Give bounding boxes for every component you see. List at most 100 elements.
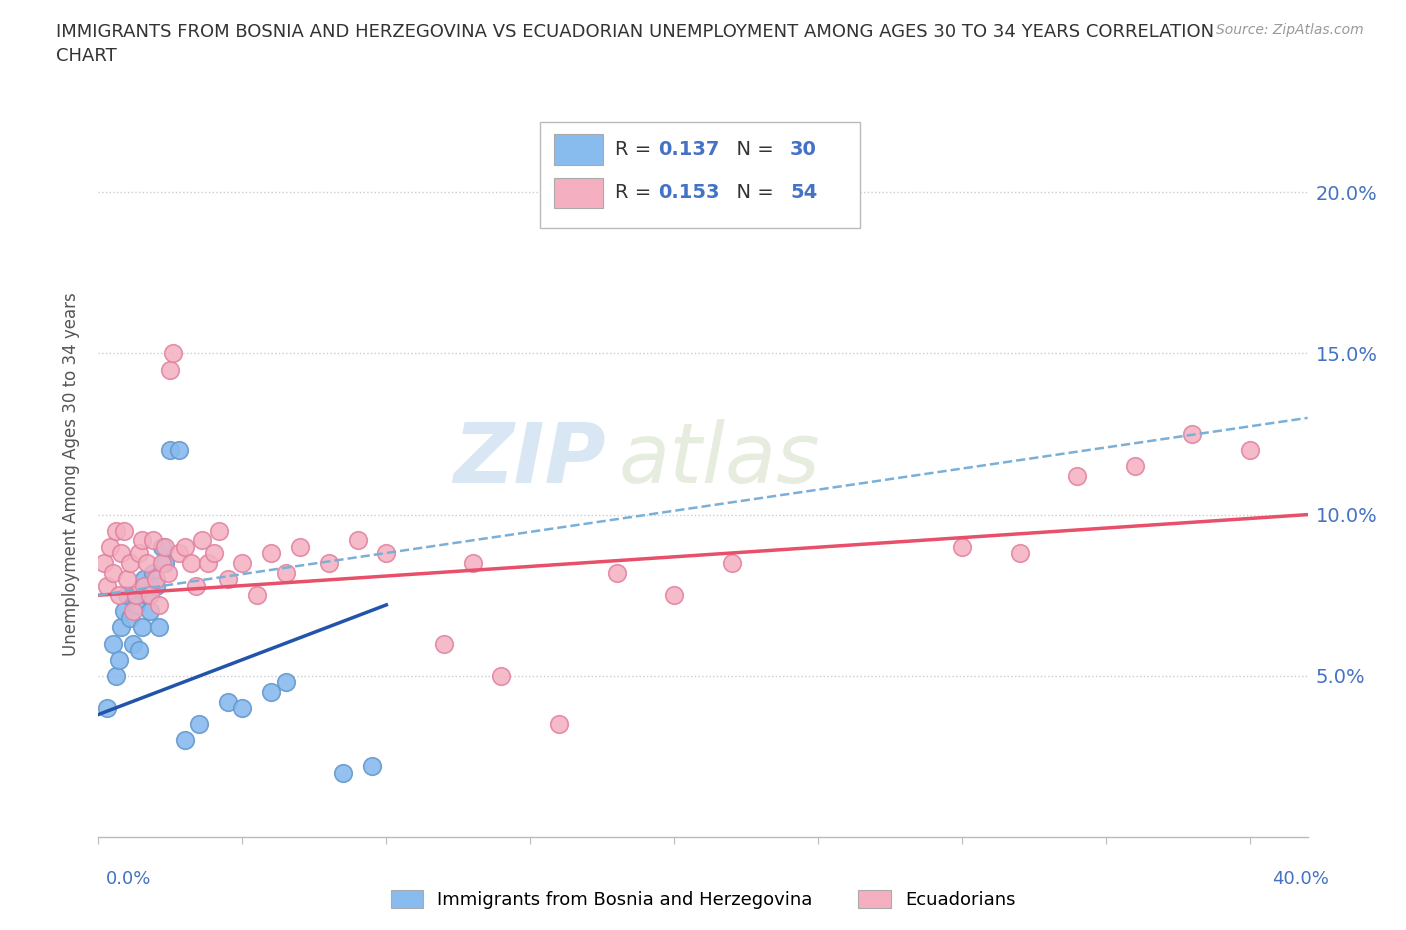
Point xyxy=(173,733,195,748)
Point xyxy=(159,362,181,377)
Point xyxy=(139,588,162,603)
Point xyxy=(217,694,239,709)
FancyBboxPatch shape xyxy=(554,134,603,165)
Text: N =: N = xyxy=(724,140,779,159)
Point xyxy=(131,533,153,548)
Point xyxy=(606,565,628,580)
Point xyxy=(110,546,132,561)
Point xyxy=(433,636,456,651)
Point xyxy=(197,555,219,570)
FancyBboxPatch shape xyxy=(540,123,860,228)
Point xyxy=(173,539,195,554)
Point xyxy=(134,572,156,587)
Point xyxy=(1123,458,1146,473)
Point xyxy=(125,597,148,612)
Point xyxy=(112,604,135,618)
Point xyxy=(260,546,283,561)
Text: Source: ZipAtlas.com: Source: ZipAtlas.com xyxy=(1216,23,1364,37)
Point xyxy=(167,546,190,561)
Point xyxy=(491,669,513,684)
Text: R =: R = xyxy=(614,140,657,159)
Point xyxy=(231,555,253,570)
Point xyxy=(139,604,162,618)
Point xyxy=(159,443,181,458)
Point xyxy=(246,588,269,603)
Point xyxy=(1239,443,1261,458)
Legend: Immigrants from Bosnia and Herzegovina, Ecuadorians: Immigrants from Bosnia and Herzegovina, … xyxy=(384,884,1022,916)
Point xyxy=(153,555,176,570)
Point xyxy=(274,675,297,690)
Point xyxy=(110,620,132,635)
Point xyxy=(101,636,124,651)
Point xyxy=(188,717,211,732)
Text: 0.0%: 0.0% xyxy=(105,870,150,888)
Point xyxy=(125,588,148,603)
Point xyxy=(167,443,190,458)
Point xyxy=(148,597,170,612)
Point xyxy=(145,572,167,587)
Point xyxy=(217,572,239,587)
Text: ZIP: ZIP xyxy=(454,419,606,500)
Text: N =: N = xyxy=(724,183,779,203)
Point xyxy=(202,546,225,561)
Point xyxy=(186,578,208,593)
Point xyxy=(288,539,311,554)
Text: 54: 54 xyxy=(790,183,817,203)
Point xyxy=(1008,546,1031,561)
Point xyxy=(156,565,179,580)
Text: atlas: atlas xyxy=(619,419,820,500)
Text: 0.137: 0.137 xyxy=(658,140,720,159)
Point xyxy=(720,555,742,570)
Point xyxy=(142,565,165,580)
FancyBboxPatch shape xyxy=(554,178,603,208)
Point xyxy=(136,555,159,570)
Point xyxy=(104,524,127,538)
Point xyxy=(115,572,138,587)
Text: R =: R = xyxy=(614,183,657,203)
Point xyxy=(96,700,118,715)
Point xyxy=(231,700,253,715)
Point xyxy=(96,578,118,593)
Point xyxy=(142,533,165,548)
Point xyxy=(150,539,173,554)
Point xyxy=(112,524,135,538)
Point xyxy=(115,588,138,603)
Point xyxy=(101,565,124,580)
Point xyxy=(120,610,142,625)
Point xyxy=(950,539,973,554)
Point xyxy=(346,533,368,548)
Point xyxy=(145,578,167,593)
Point xyxy=(318,555,340,570)
Point xyxy=(260,684,283,699)
Point xyxy=(107,652,129,667)
Point xyxy=(153,539,176,554)
Point xyxy=(664,588,686,603)
Point xyxy=(274,565,297,580)
Point xyxy=(134,578,156,593)
Point xyxy=(136,588,159,603)
Point xyxy=(98,539,121,554)
Point xyxy=(375,546,398,561)
Point xyxy=(1066,469,1088,484)
Point xyxy=(361,759,384,774)
Point xyxy=(93,555,115,570)
Point xyxy=(180,555,202,570)
Point xyxy=(162,346,184,361)
Point xyxy=(104,669,127,684)
Y-axis label: Unemployment Among Ages 30 to 34 years: Unemployment Among Ages 30 to 34 years xyxy=(62,292,80,657)
Point xyxy=(131,620,153,635)
Point xyxy=(128,643,150,658)
Point xyxy=(548,717,571,732)
Point xyxy=(461,555,484,570)
Text: 40.0%: 40.0% xyxy=(1272,870,1329,888)
Point xyxy=(128,546,150,561)
Point xyxy=(122,604,145,618)
Point xyxy=(120,555,142,570)
Point xyxy=(208,524,231,538)
Text: 0.153: 0.153 xyxy=(658,183,720,203)
Text: 30: 30 xyxy=(790,140,817,159)
Point xyxy=(148,620,170,635)
Point xyxy=(191,533,214,548)
Point xyxy=(122,636,145,651)
Text: IMMIGRANTS FROM BOSNIA AND HERZEGOVINA VS ECUADORIAN UNEMPLOYMENT AMONG AGES 30 : IMMIGRANTS FROM BOSNIA AND HERZEGOVINA V… xyxy=(56,23,1215,65)
